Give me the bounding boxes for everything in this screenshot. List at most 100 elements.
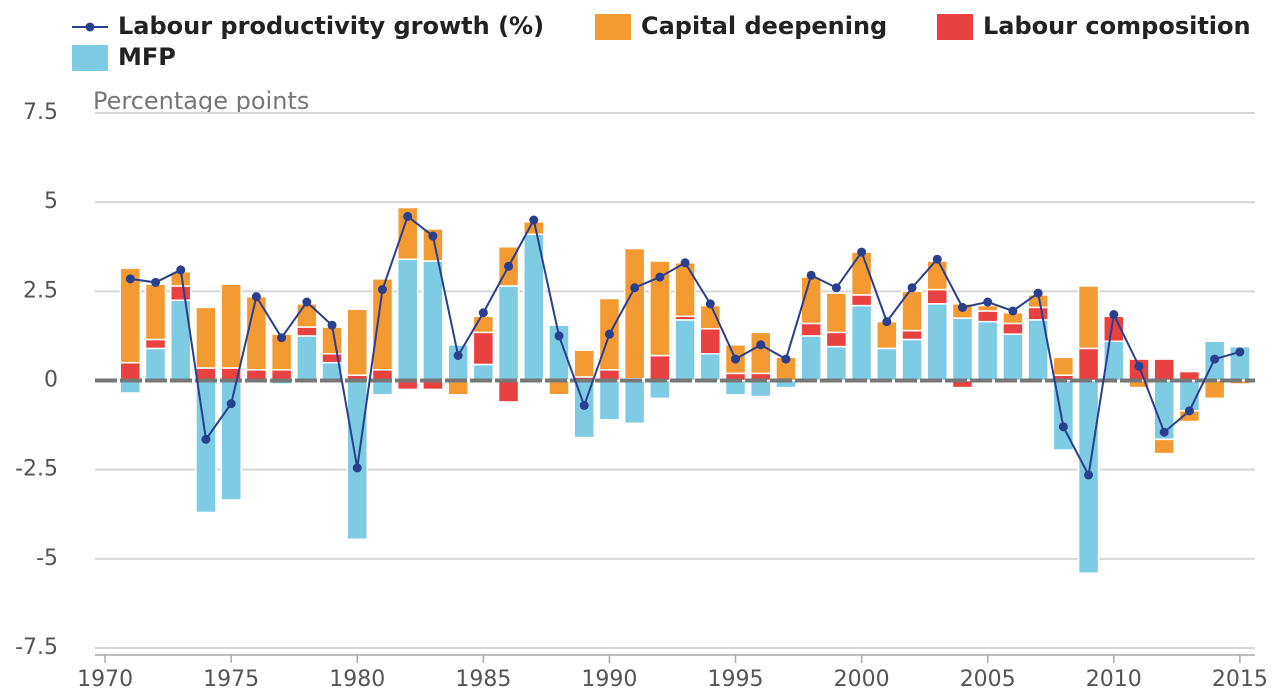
- grid: [95, 112, 1255, 649]
- point: [377, 285, 387, 295]
- bar: [321, 326, 343, 355]
- legend-dot: [85, 22, 95, 32]
- point: [731, 354, 741, 364]
- x-tick-label: 1985: [455, 667, 511, 692]
- bar: [119, 361, 142, 382]
- point: [201, 434, 211, 444]
- bar: [800, 322, 822, 337]
- point: [151, 277, 161, 287]
- point: [655, 272, 665, 282]
- bar: [926, 288, 949, 305]
- y-tick-label: 0: [44, 368, 58, 393]
- bar: [951, 317, 974, 382]
- point: [1159, 427, 1169, 437]
- bar: [976, 310, 999, 323]
- bar: [1077, 347, 1100, 382]
- bar: [1203, 379, 1226, 400]
- bar: [876, 347, 898, 382]
- bar: [825, 292, 848, 334]
- bar: [1077, 285, 1100, 350]
- point: [957, 302, 967, 312]
- point: [529, 215, 539, 225]
- y-tick-label: -2.5: [15, 457, 58, 482]
- point: [831, 283, 841, 293]
- point: [277, 333, 287, 343]
- bar: [825, 331, 848, 348]
- x-tick-label: 2010: [1086, 667, 1142, 692]
- bar: [195, 379, 217, 514]
- bar: [926, 260, 949, 291]
- x-tick-label: 1995: [708, 667, 764, 692]
- point: [1109, 310, 1119, 320]
- bar: [119, 267, 142, 364]
- bar: [699, 353, 722, 382]
- y-axis-label: Percentage points: [93, 87, 309, 115]
- bar: [144, 283, 167, 341]
- bar: [901, 338, 923, 382]
- x-tick-label: 1975: [203, 667, 259, 692]
- bar: [724, 379, 747, 396]
- x-tick-label: 2005: [960, 667, 1016, 692]
- bar: [548, 379, 570, 396]
- bar: [850, 294, 873, 307]
- point: [327, 320, 337, 330]
- bar: [1002, 333, 1024, 382]
- bar: [1002, 322, 1024, 335]
- bar: [422, 260, 444, 382]
- bar: [422, 228, 444, 262]
- point: [176, 265, 186, 275]
- bar: [674, 262, 696, 318]
- point: [1084, 470, 1094, 480]
- x-tick-label: 1980: [329, 667, 385, 692]
- point: [604, 329, 614, 339]
- legend-swatch: [937, 14, 973, 40]
- bar: [1153, 438, 1175, 455]
- point: [453, 351, 463, 361]
- legend-item: Capital deepening: [595, 12, 887, 40]
- bar: [649, 354, 671, 382]
- point: [554, 331, 564, 341]
- legend-label: Labour composition: [983, 12, 1251, 40]
- point: [125, 274, 135, 284]
- bar: [649, 260, 671, 357]
- point: [806, 270, 816, 280]
- bar: [749, 379, 772, 398]
- bar: [220, 283, 242, 369]
- bar: [825, 345, 848, 382]
- point: [756, 340, 766, 350]
- bar: [623, 379, 646, 425]
- legend-label: Labour productivity growth (%): [118, 12, 544, 40]
- point: [705, 299, 715, 309]
- point: [907, 283, 917, 293]
- point: [882, 317, 892, 327]
- bar: [371, 278, 394, 371]
- bar: [346, 379, 369, 540]
- point: [1235, 347, 1245, 357]
- bar: [296, 326, 318, 337]
- point: [352, 463, 362, 473]
- point: [983, 297, 993, 307]
- point: [251, 292, 261, 302]
- point: [579, 400, 589, 410]
- bar: [144, 347, 167, 382]
- bar: [623, 247, 646, 380]
- bar: [396, 258, 419, 382]
- point: [428, 231, 438, 241]
- point: [403, 211, 413, 221]
- bar: [371, 379, 394, 396]
- y-tick-label: -7.5: [15, 635, 58, 660]
- bar: [497, 285, 520, 382]
- point: [1008, 306, 1018, 316]
- bar: [1052, 356, 1075, 376]
- bar: [976, 320, 999, 382]
- bar: [447, 344, 469, 382]
- point: [302, 297, 312, 307]
- bar: [296, 335, 318, 382]
- bar: [169, 285, 192, 302]
- bar: [901, 329, 923, 341]
- bar: [573, 349, 595, 378]
- y-tick-label: -5: [36, 546, 58, 571]
- legend-item: Labour composition: [937, 12, 1251, 40]
- bar: [674, 319, 696, 382]
- bar: [649, 379, 671, 400]
